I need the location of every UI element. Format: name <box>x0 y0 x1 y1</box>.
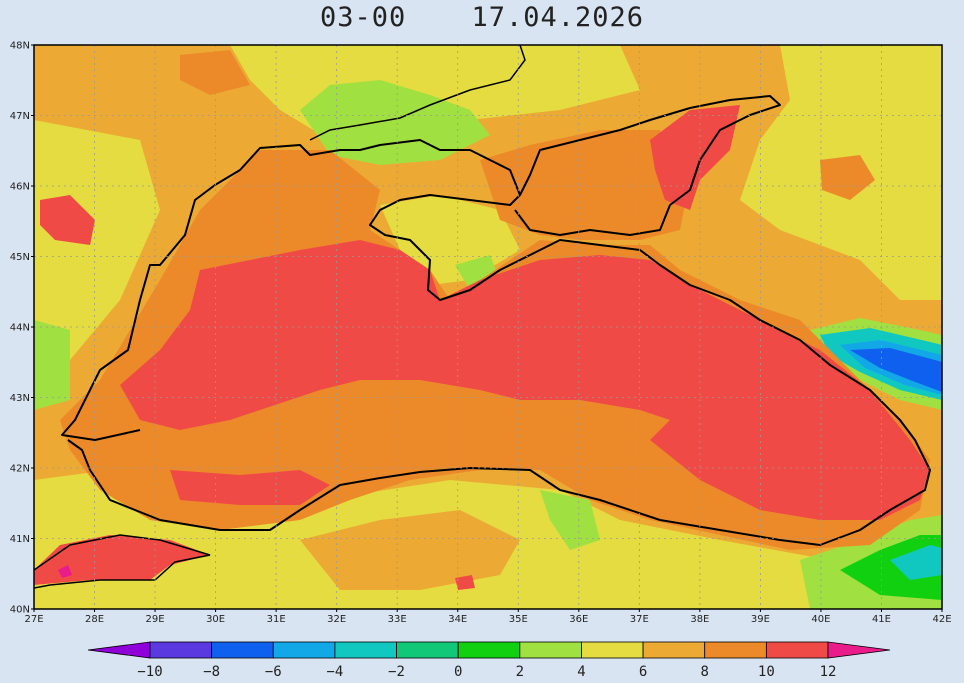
lat-tick-label: 45N <box>10 252 30 263</box>
field-spot-3 <box>180 50 250 95</box>
colorbar-segment <box>457 641 521 659</box>
colorbar-min-arrow <box>87 641 151 659</box>
north-coastline <box>309 45 526 141</box>
colorbar-label: −10 <box>137 664 162 680</box>
field-azov-orange <box>480 130 690 240</box>
lon-tick-label: 38E <box>690 614 709 625</box>
colorbar-label: 2 <box>516 664 524 680</box>
coastline <box>61 139 931 546</box>
field-yellow-west <box>34 120 160 380</box>
field-green-north <box>300 80 490 165</box>
colorbar-segment <box>765 641 829 659</box>
colorbar-segment <box>211 641 274 659</box>
latitude-labels: 48N 47N 46N 45N 44N 43N 42N 41N 40N <box>10 41 34 616</box>
colorbar-label: 6 <box>639 664 647 680</box>
field-green-turkey <box>540 490 600 550</box>
field-green-west <box>34 320 70 410</box>
colorbar-segment <box>519 641 582 659</box>
colorbar-label: 10 <box>758 664 775 680</box>
lon-tick-label: 27E <box>24 614 43 625</box>
colorbar-segment <box>149 641 213 659</box>
colorbar-segment <box>704 641 767 659</box>
lon-tick-label: 28E <box>85 614 104 625</box>
field-cold-southeast-cyan <box>890 545 942 580</box>
colorbar-segment <box>642 641 706 659</box>
lat-tick-label: 48N <box>10 41 30 52</box>
marmara-coastline <box>34 534 211 589</box>
forecast-time: 03-00 <box>319 2 407 33</box>
lon-tick-label: 35E <box>509 614 528 625</box>
colorbar-label: −2 <box>388 664 405 680</box>
field-red-west <box>40 195 95 245</box>
lon-tick-label: 30E <box>206 614 225 625</box>
lat-tick-label: 42N <box>10 464 30 475</box>
colorbar-label: 12 <box>820 664 837 680</box>
lon-tick-label: 36E <box>569 614 588 625</box>
longitude-labels: 27E 28E 29E 30E 31E 32E 33E 34E 35E 36E 37E 38E 39E 4… <box>24 609 952 625</box>
colorbar-label: −8 <box>203 664 220 680</box>
colorbar-segment <box>396 641 459 659</box>
field-marmara-magenta <box>58 565 72 578</box>
field-orange-southland <box>300 510 520 590</box>
lon-tick-label: 34E <box>448 614 467 625</box>
colorbar-max-arrow <box>827 641 891 659</box>
colorbar: −10 −8 −6 −4 −2 0 2 4 6 8 10 12 <box>87 641 891 680</box>
colorbar-segment <box>334 641 397 659</box>
lon-tick-label: 29E <box>146 614 165 625</box>
colorbar-label: −4 <box>326 664 343 680</box>
forecast-date: 17.04.2026 <box>471 2 645 33</box>
field-spot-1 <box>820 155 875 200</box>
field-marmara-red <box>34 535 210 585</box>
lat-tick-label: 46N <box>10 182 30 193</box>
colorbar-label: 8 <box>701 664 709 680</box>
grid-lines <box>34 45 942 609</box>
lon-tick-label: 39E <box>751 614 770 625</box>
lon-tick-label: 33E <box>388 614 407 625</box>
colorbar-label: 0 <box>454 664 462 680</box>
colorbar-label: −6 <box>265 664 282 680</box>
colorbar-label: 4 <box>577 664 585 680</box>
colorbar-segment <box>581 641 644 659</box>
lat-tick-label: 40N <box>10 605 30 616</box>
azov-coastline <box>514 95 781 236</box>
lon-tick-label: 32E <box>327 614 346 625</box>
colorbar-segment <box>272 641 336 659</box>
lat-tick-label: 47N <box>10 111 30 122</box>
field-cold-caucasus-blue <box>850 348 942 392</box>
lon-tick-label: 37E <box>630 614 649 625</box>
lon-tick-label: 42E <box>932 614 951 625</box>
temperature-field <box>34 45 942 609</box>
lat-tick-label: 41N <box>10 534 30 545</box>
field-sea-red <box>120 240 930 520</box>
lon-tick-label: 31E <box>267 614 286 625</box>
field-spot-2 <box>455 575 475 590</box>
field-kuban-red <box>650 105 740 210</box>
field-sea-red-southwest <box>170 470 330 505</box>
lon-tick-label: 40E <box>811 614 830 625</box>
map-title: 03-00 17.04.2026 <box>0 2 964 38</box>
lat-tick-label: 43N <box>10 393 30 404</box>
lat-tick-label: 44N <box>10 323 30 334</box>
lon-tick-label: 41E <box>872 614 891 625</box>
